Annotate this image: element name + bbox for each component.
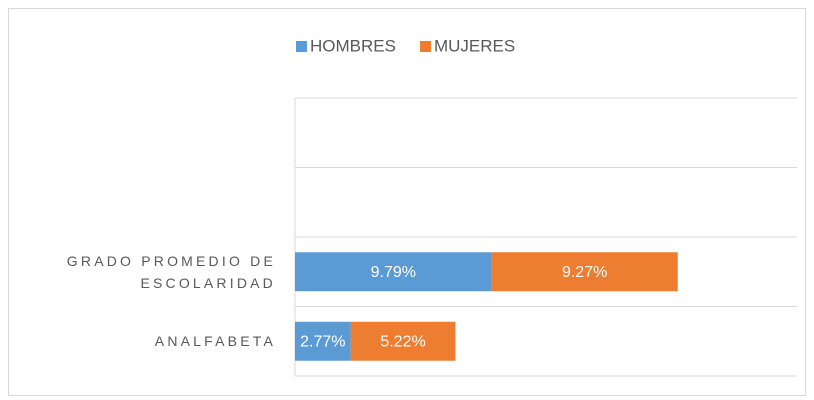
data-label: 9.79% — [371, 264, 416, 281]
data-label: 2.77% — [300, 333, 345, 350]
bar-segment — [491, 252, 678, 292]
y-tick-label: GRADO PROMEDIO DE ESCOLARIDAD — [66, 252, 276, 291]
legend-label: HOMBRES — [310, 36, 396, 55]
legend-swatch — [419, 41, 431, 52]
bar-segment — [295, 252, 492, 292]
legend-swatch — [296, 41, 307, 52]
data-label: 9.27% — [562, 264, 607, 281]
bar-segment — [295, 321, 351, 361]
legend-label: MUJERES — [434, 36, 515, 55]
bar-segment — [350, 321, 456, 361]
data-label: 5.22% — [380, 333, 425, 350]
y-tick-label: ANALFABETA — [154, 333, 276, 350]
